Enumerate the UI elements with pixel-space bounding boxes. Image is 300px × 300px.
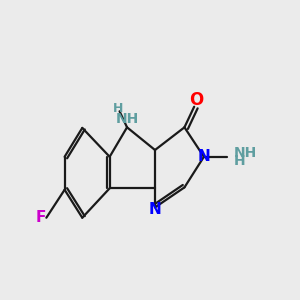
Text: NH: NH	[116, 112, 139, 126]
Text: H: H	[234, 154, 245, 168]
Text: O: O	[189, 91, 204, 109]
Text: NH: NH	[234, 146, 257, 160]
Text: N: N	[197, 149, 210, 164]
Text: N: N	[148, 202, 161, 217]
Text: F: F	[35, 210, 46, 225]
Text: H: H	[113, 102, 123, 115]
